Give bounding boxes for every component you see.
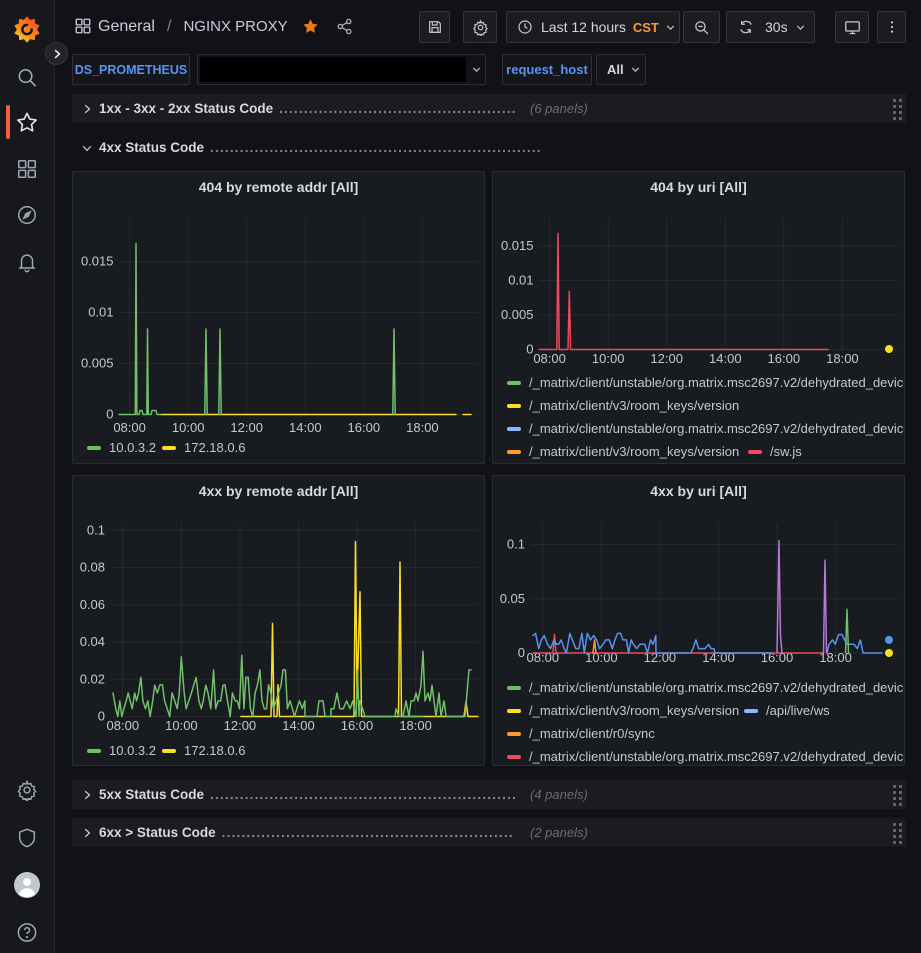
svg-text:14:00: 14:00 bbox=[709, 351, 742, 366]
svg-text:0.04: 0.04 bbox=[80, 634, 105, 649]
svg-text:0.005: 0.005 bbox=[501, 307, 534, 322]
svg-text:0.005: 0.005 bbox=[81, 356, 114, 371]
svg-text:18:00: 18:00 bbox=[819, 650, 852, 665]
svg-text:16:00: 16:00 bbox=[341, 718, 374, 733]
svg-text:10:00: 10:00 bbox=[165, 718, 198, 733]
svg-text:0: 0 bbox=[518, 645, 525, 660]
svg-text:14:00: 14:00 bbox=[289, 420, 322, 435]
svg-text:0.1: 0.1 bbox=[507, 537, 525, 552]
svg-text:0.015: 0.015 bbox=[501, 238, 534, 253]
svg-text:18:00: 18:00 bbox=[406, 420, 439, 435]
svg-text:0.01: 0.01 bbox=[88, 305, 113, 320]
svg-text:08:00: 08:00 bbox=[113, 420, 146, 435]
svg-text:12:00: 12:00 bbox=[224, 718, 257, 733]
svg-text:18:00: 18:00 bbox=[826, 351, 859, 366]
svg-text:0.05: 0.05 bbox=[500, 591, 525, 606]
svg-text:0.08: 0.08 bbox=[80, 560, 105, 575]
svg-text:0: 0 bbox=[526, 342, 533, 357]
svg-text:16:00: 16:00 bbox=[768, 351, 801, 366]
svg-text:18:00: 18:00 bbox=[399, 718, 432, 733]
svg-text:0: 0 bbox=[106, 407, 113, 422]
svg-text:10:00: 10:00 bbox=[172, 420, 205, 435]
svg-text:0: 0 bbox=[98, 709, 105, 724]
svg-text:14:00: 14:00 bbox=[282, 718, 315, 733]
svg-text:16:00: 16:00 bbox=[348, 420, 381, 435]
svg-text:10:00: 10:00 bbox=[592, 351, 625, 366]
svg-text:08:00: 08:00 bbox=[533, 351, 566, 366]
svg-text:0.015: 0.015 bbox=[81, 254, 114, 269]
svg-text:0.06: 0.06 bbox=[80, 597, 105, 612]
svg-text:08:00: 08:00 bbox=[107, 718, 140, 733]
svg-text:12:00: 12:00 bbox=[650, 351, 683, 366]
svg-text:0.01: 0.01 bbox=[508, 273, 533, 288]
svg-text:12:00: 12:00 bbox=[230, 420, 263, 435]
svg-text:0.1: 0.1 bbox=[87, 522, 105, 537]
svg-text:0.02: 0.02 bbox=[80, 671, 105, 686]
